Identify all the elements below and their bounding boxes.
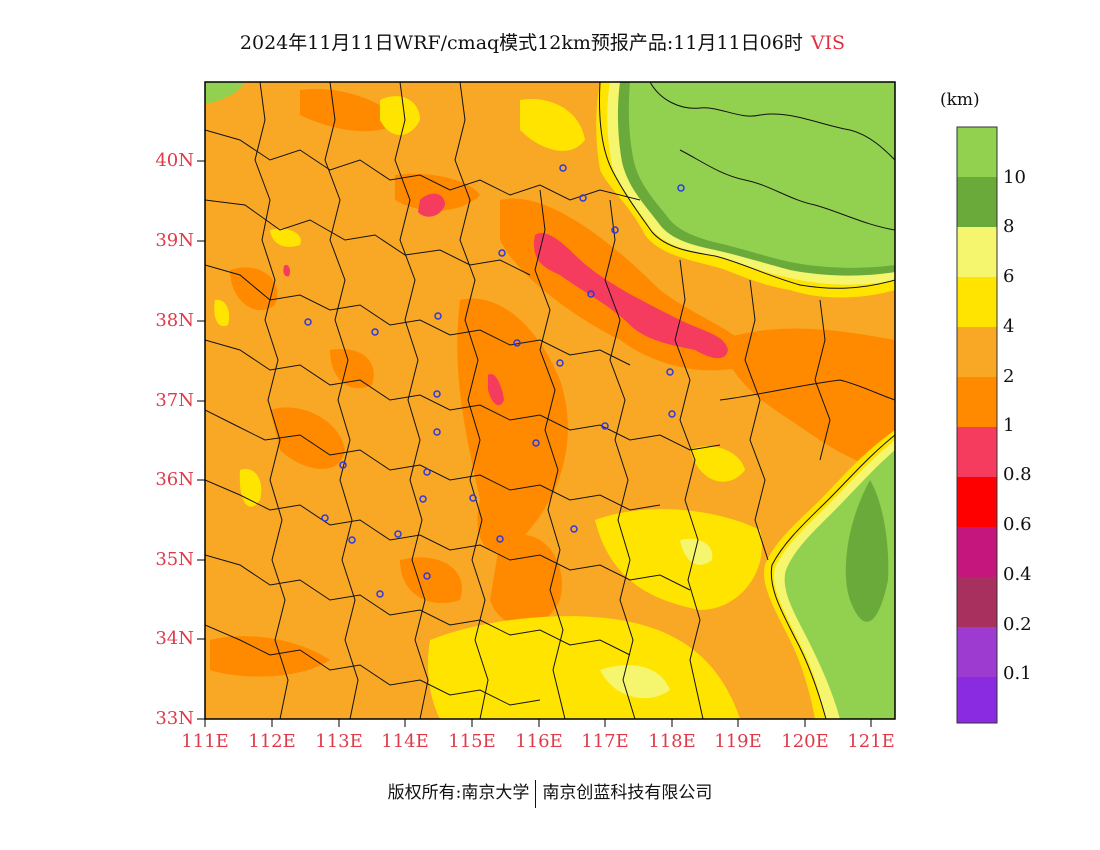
colorbar-label-6: 6 bbox=[1003, 266, 1015, 287]
lat-label-39n: 39N bbox=[155, 230, 194, 251]
lon-label-118e: 118E bbox=[648, 731, 696, 752]
copyright-right: 南京创蓝科技有限公司 bbox=[542, 783, 713, 803]
footer-separator bbox=[535, 779, 537, 808]
copyright-left: 版权所有:南京大学 bbox=[387, 783, 530, 803]
map-field bbox=[205, 82, 895, 719]
lon-label-120e: 120E bbox=[781, 731, 829, 752]
colorbar-label-4: 4 bbox=[1003, 316, 1015, 337]
colorbar-label-10: 10 bbox=[1003, 167, 1026, 188]
title-main: 2024年11月11日WRF/cmaq模式12km预报产品:11月11日06时 bbox=[239, 32, 803, 54]
colorbar-cell-4-6 bbox=[957, 277, 997, 327]
lat-label-34n: 34N bbox=[155, 628, 194, 649]
colorbar-cell-0.8-1 bbox=[957, 427, 997, 477]
lon-label-112e: 112E bbox=[248, 731, 296, 752]
lat-label-35n: 35N bbox=[155, 549, 194, 570]
lon-label-119e: 119E bbox=[714, 731, 762, 752]
colorbar-unit: (km) bbox=[940, 90, 980, 110]
colorbar-label-0.1: 0.1 bbox=[1003, 663, 1032, 684]
colorbar-cell-above-10 bbox=[957, 127, 997, 177]
lon-label-113e: 113E bbox=[315, 731, 363, 752]
copyright-footer: 版权所有:南京大学 南京创蓝科技有限公司 bbox=[0, 778, 1100, 808]
lat-ticks bbox=[197, 160, 205, 720]
map-title: 2024年11月11日WRF/cmaq模式12km预报产品:11月11日06时 V… bbox=[0, 28, 1085, 55]
colorbar-cell-1-2 bbox=[957, 377, 997, 427]
lon-label-111e: 111E bbox=[181, 731, 229, 752]
colorbar-cell-6-8 bbox=[957, 227, 997, 277]
nw-above-10km bbox=[205, 82, 245, 104]
se-8-10km bbox=[845, 480, 889, 622]
colorbar-cell-0.6-0.8 bbox=[957, 477, 997, 527]
lat-label-33n: 33N bbox=[155, 708, 194, 729]
colorbar-label-0.6: 0.6 bbox=[1003, 514, 1032, 535]
colorbar-label-0.8: 0.8 bbox=[1003, 464, 1032, 485]
lon-label-121e: 121E bbox=[847, 731, 895, 752]
colorbar-cell-0.4-0.6 bbox=[957, 527, 997, 577]
colorbar-label-2: 2 bbox=[1003, 366, 1015, 387]
lat-label-40n: 40N bbox=[155, 150, 194, 171]
field-0.8-1km bbox=[283, 193, 728, 406]
lon-label-114e: 114E bbox=[381, 731, 429, 752]
colorbar-label-0.4: 0.4 bbox=[1003, 564, 1032, 585]
colorbar-label-1: 1 bbox=[1003, 415, 1015, 436]
colorbar-label-8: 8 bbox=[1003, 216, 1015, 237]
ne-above-10km bbox=[628, 82, 895, 268]
lon-label-116e: 116E bbox=[515, 731, 563, 752]
colorbar-frame bbox=[956, 126, 998, 724]
city-markers bbox=[304, 164, 685, 598]
lat-label-37n: 37N bbox=[155, 390, 194, 411]
colorbar-cell-8-10 bbox=[957, 177, 997, 227]
lat-label-36n: 36N bbox=[155, 469, 194, 490]
lon-label-115e: 115E bbox=[448, 731, 496, 752]
field-6-8km bbox=[600, 538, 713, 699]
lon-label-117e: 117E bbox=[581, 731, 629, 752]
colorbar bbox=[956, 126, 998, 724]
colorbar-cell-0.2-0.4 bbox=[957, 577, 997, 627]
colorbar-cell-below-0.1 bbox=[957, 677, 997, 723]
colorbar-label-0.2: 0.2 bbox=[1003, 614, 1032, 635]
field-1-2km bbox=[210, 89, 895, 677]
title-variable: VIS bbox=[810, 32, 846, 54]
boundaries bbox=[205, 82, 895, 719]
colorbar-cell-2-4 bbox=[957, 327, 997, 377]
lon-ticks bbox=[204, 719, 872, 727]
lat-label-38n: 38N bbox=[155, 310, 194, 331]
colorbar-cell-0.1-0.2 bbox=[957, 627, 997, 677]
